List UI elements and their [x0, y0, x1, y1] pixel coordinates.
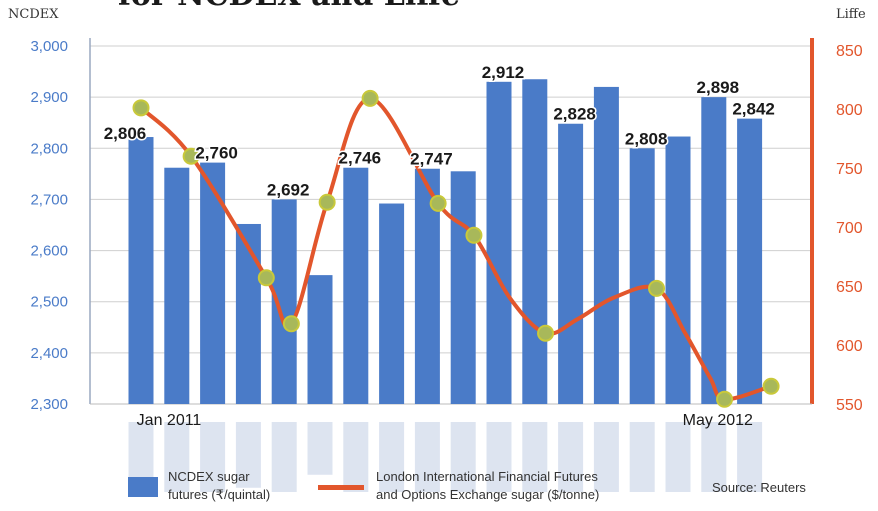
- left-tick-label: 2,400: [30, 345, 68, 362]
- line-point-marker: [716, 390, 734, 408]
- legend-bar-label: NCDEX sugar futures (₹/quintal): [168, 468, 270, 504]
- bar-reflection: [450, 422, 476, 492]
- bar: [665, 136, 691, 404]
- legend-line-swatch: [318, 485, 364, 490]
- bar-reflection: [558, 422, 584, 492]
- right-tick-label: 650: [836, 279, 863, 296]
- legend-bar-label-line1: NCDEX sugar: [168, 469, 250, 484]
- bar-reflection: [235, 422, 261, 488]
- legend-bar-swatch: [128, 477, 158, 497]
- right-tick-label: 850: [836, 43, 863, 60]
- bar-reflection: [629, 422, 655, 492]
- bar: [522, 79, 548, 404]
- bar-data-label: 2,842: [732, 100, 775, 119]
- left-tick-label: 2,800: [30, 140, 68, 157]
- legend-line-label-line1: London International Financial Futures: [376, 469, 598, 484]
- line-point-marker: [132, 99, 150, 117]
- bar-reflection: [665, 422, 691, 492]
- right-tick-label: 800: [836, 102, 863, 119]
- bar: [450, 171, 476, 404]
- right-tick-label: 750: [836, 161, 863, 178]
- bar: [701, 97, 727, 405]
- left-tick-label: 2,300: [30, 396, 68, 413]
- bar-reflection: [593, 422, 619, 492]
- left-tick-label: 2,500: [30, 294, 68, 311]
- left-tick-label: 2,700: [30, 191, 68, 208]
- bar: [379, 203, 405, 404]
- left-axis-name: NCDEX: [8, 7, 59, 22]
- legend-line-label-line2: and Options Exchange sugar ($/tonne): [376, 487, 600, 502]
- bar: [486, 81, 512, 405]
- bar-reflection: [200, 422, 226, 492]
- legend-bar-label-line2: futures (₹/quintal): [168, 487, 271, 502]
- bar-data-label: 2,828: [553, 105, 596, 124]
- line-point-marker: [762, 377, 780, 395]
- bar-data-label: 2,692: [267, 180, 310, 199]
- bar: [128, 137, 154, 404]
- chart-title: for NCDEX and Liffe: [118, 0, 460, 13]
- legend-line-label: London International Financial Futures a…: [376, 468, 599, 504]
- line-point-marker: [537, 324, 555, 342]
- line-point-marker: [182, 147, 200, 165]
- bar-data-label: 2,747: [410, 150, 453, 169]
- bar-reflection: [737, 422, 763, 492]
- bar-reflection: [271, 422, 297, 492]
- right-axis-name: Liffe: [836, 7, 866, 22]
- bar-reflection: [343, 422, 369, 492]
- line-point-marker: [361, 89, 379, 107]
- line-point-marker: [648, 279, 666, 297]
- left-tick-label: 2,600: [30, 243, 68, 260]
- right-tick-label: 700: [836, 220, 863, 237]
- bar: [558, 123, 584, 404]
- bar: [235, 223, 261, 404]
- bar: [737, 118, 763, 404]
- bar: [343, 167, 369, 404]
- line-point-marker: [429, 194, 447, 212]
- x-tick-label: May 2012: [683, 412, 753, 429]
- bar-data-label: 2,898: [697, 78, 740, 97]
- bar-reflection: [164, 422, 190, 492]
- bar-data-label: 2,808: [625, 129, 668, 148]
- bar-data-label: 2,912: [482, 63, 525, 82]
- bar-reflection: [307, 422, 333, 475]
- right-tick-label: 550: [836, 397, 863, 414]
- bar-reflection: [414, 422, 440, 492]
- left-tick-label: 2,900: [30, 89, 68, 106]
- bar: [629, 148, 655, 404]
- bar-data-label: 2,806: [104, 124, 147, 143]
- bar-reflection: [486, 422, 512, 492]
- line-point-marker: [465, 226, 483, 244]
- line-point-marker: [282, 315, 300, 333]
- line-point-marker: [318, 193, 336, 211]
- bar-reflection: [379, 422, 405, 492]
- bar: [307, 275, 333, 404]
- bar-reflection: [701, 422, 727, 492]
- source-note: Source: Reuters: [712, 480, 806, 495]
- bar-data-label: 2,746: [339, 149, 382, 168]
- bar: [164, 167, 190, 404]
- bar-data-label: 2,760: [195, 144, 238, 163]
- left-tick-label: 3,000: [30, 38, 68, 55]
- right-tick-label: 600: [836, 338, 863, 355]
- bar: [593, 86, 619, 405]
- bar-reflection: [522, 422, 548, 492]
- bar: [200, 162, 226, 404]
- line-point-marker: [257, 269, 275, 287]
- x-tick-label: Jan 2011: [137, 412, 202, 429]
